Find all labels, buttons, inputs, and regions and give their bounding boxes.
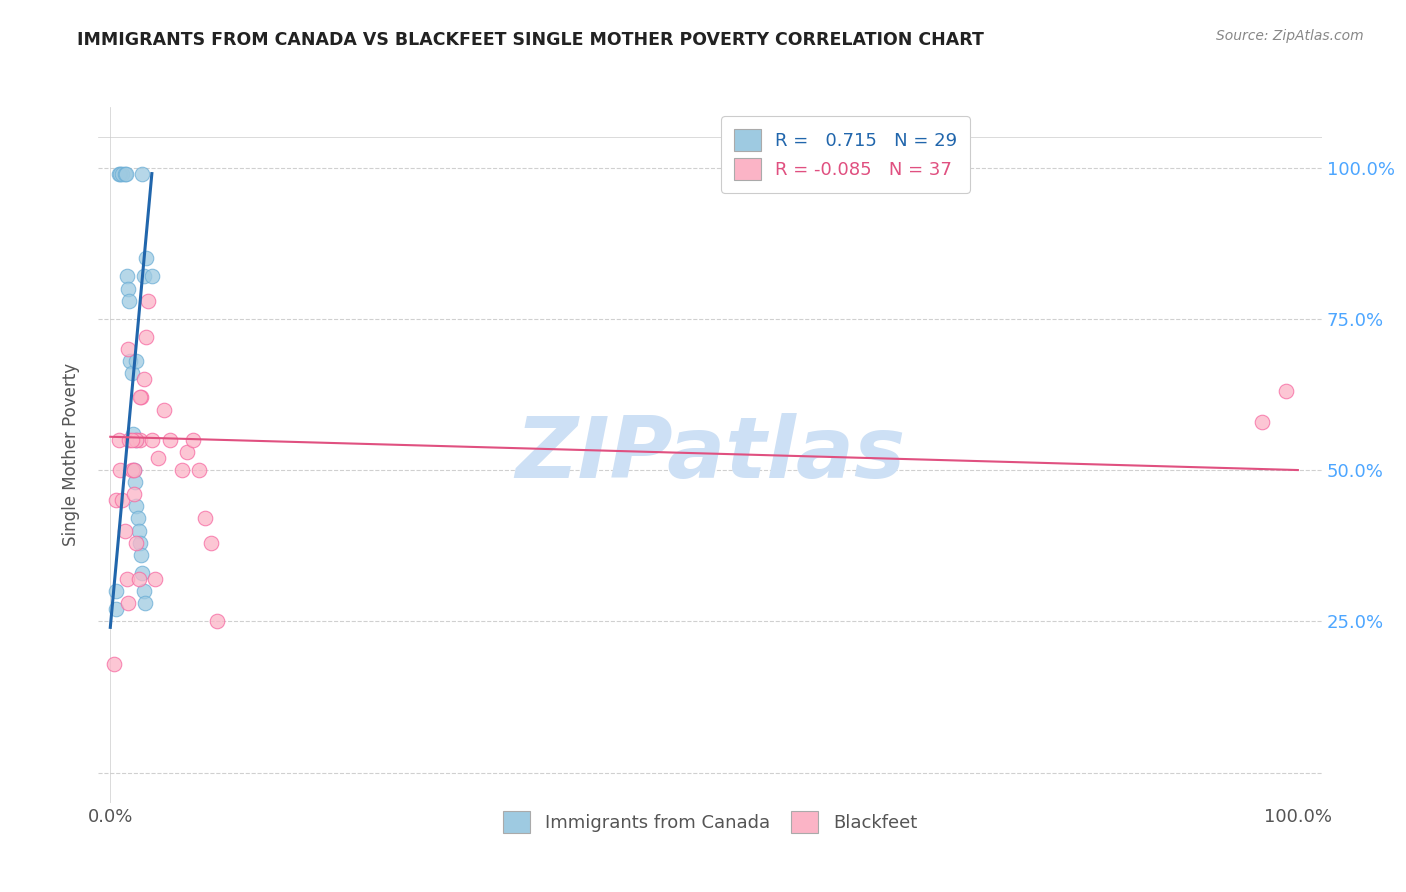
Point xyxy=(114,167,136,181)
Point xyxy=(122,487,145,501)
Point xyxy=(134,596,156,610)
Point xyxy=(129,391,152,405)
Point xyxy=(125,354,148,368)
Point xyxy=(108,167,131,181)
Point xyxy=(108,463,131,477)
Point xyxy=(135,330,157,344)
Point xyxy=(1251,415,1274,429)
Point xyxy=(129,391,152,405)
Point xyxy=(117,596,139,610)
Point xyxy=(114,167,136,181)
Point xyxy=(129,535,152,549)
Point xyxy=(136,293,159,308)
Point xyxy=(200,535,222,549)
Point xyxy=(159,433,181,447)
Point xyxy=(125,535,148,549)
Point xyxy=(121,433,143,447)
Point xyxy=(135,252,157,266)
Point xyxy=(125,433,148,447)
Point xyxy=(105,493,128,508)
Point xyxy=(132,584,155,599)
Point xyxy=(128,572,150,586)
Point xyxy=(131,566,153,580)
Point xyxy=(121,366,143,380)
Point xyxy=(176,445,198,459)
Point xyxy=(120,354,142,368)
Point xyxy=(114,524,136,538)
Point xyxy=(152,402,174,417)
Point xyxy=(146,450,169,465)
Point xyxy=(118,433,141,447)
Point xyxy=(107,433,129,447)
Text: IMMIGRANTS FROM CANADA VS BLACKFEET SINGLE MOTHER POVERTY CORRELATION CHART: IMMIGRANTS FROM CANADA VS BLACKFEET SING… xyxy=(77,31,984,49)
Point xyxy=(117,281,139,295)
Point xyxy=(183,433,205,447)
Point xyxy=(194,511,217,525)
Point xyxy=(141,433,163,447)
Text: ZIPatlas: ZIPatlas xyxy=(515,413,905,497)
Point xyxy=(205,615,228,629)
Point xyxy=(103,657,125,671)
Point xyxy=(188,463,211,477)
Y-axis label: Single Mother Poverty: Single Mother Poverty xyxy=(62,363,80,547)
Point xyxy=(115,269,138,284)
Point xyxy=(131,167,153,181)
Point xyxy=(122,463,145,477)
Point xyxy=(170,463,193,477)
Point xyxy=(122,463,145,477)
Point xyxy=(124,475,146,490)
Point xyxy=(117,342,139,356)
Point xyxy=(132,269,155,284)
Point xyxy=(132,372,155,386)
Point xyxy=(125,500,148,514)
Point xyxy=(115,572,138,586)
Point xyxy=(121,426,143,441)
Legend: Immigrants from Canada, Blackfeet: Immigrants from Canada, Blackfeet xyxy=(494,803,927,842)
Point xyxy=(105,602,128,616)
Point xyxy=(128,524,150,538)
Point xyxy=(105,584,128,599)
Point xyxy=(129,433,152,447)
Point xyxy=(121,463,143,477)
Point xyxy=(1275,384,1298,399)
Point xyxy=(107,167,129,181)
Point xyxy=(129,548,152,562)
Point xyxy=(111,493,134,508)
Point xyxy=(141,269,163,284)
Point xyxy=(127,511,149,525)
Point xyxy=(111,167,134,181)
Point xyxy=(145,572,167,586)
Point xyxy=(118,293,141,308)
Text: Source: ZipAtlas.com: Source: ZipAtlas.com xyxy=(1216,29,1364,43)
Point xyxy=(125,433,148,447)
